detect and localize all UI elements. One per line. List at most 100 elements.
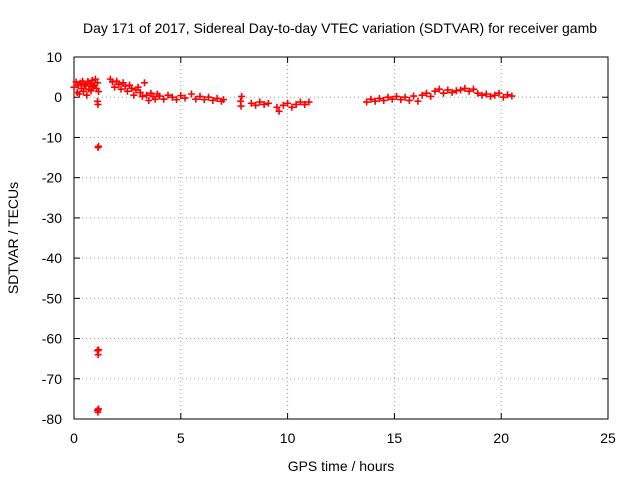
- data-point: [187, 90, 195, 98]
- data-point: [164, 91, 172, 99]
- x-tick-label: 0: [70, 430, 78, 446]
- data-point: [305, 98, 313, 106]
- data-point: [363, 98, 371, 106]
- data-point: [181, 94, 189, 102]
- data-point: [145, 96, 153, 104]
- data-point: [504, 91, 512, 99]
- data-point: [457, 86, 465, 94]
- data-point: [487, 92, 495, 100]
- data-point: [284, 99, 292, 107]
- data-point: [482, 90, 490, 98]
- data-point: [95, 405, 103, 413]
- data-point: [91, 75, 99, 83]
- y-tick-label: 10: [46, 49, 62, 65]
- data-point: [95, 346, 103, 354]
- data-point: [452, 87, 460, 95]
- data-point: [371, 97, 379, 105]
- x-tick-label: 10: [280, 430, 296, 446]
- data-point: [260, 100, 268, 108]
- data-point: [397, 96, 405, 104]
- y-tick-label: -40: [42, 250, 62, 266]
- data-point: [136, 88, 144, 96]
- data-point: [252, 101, 260, 109]
- x-tick-label: 15: [387, 430, 403, 446]
- axis-ticks: [73, 56, 609, 420]
- y-tick-label: -30: [42, 210, 62, 226]
- data-point: [173, 96, 181, 104]
- data-point: [478, 91, 486, 99]
- data-point: [192, 95, 200, 103]
- data-point: [177, 92, 185, 100]
- x-tick-label: 5: [177, 430, 185, 446]
- data-point: [95, 142, 103, 150]
- data-point: [288, 103, 296, 111]
- data-point: [93, 79, 101, 87]
- data-point: [151, 95, 159, 103]
- x-axis-title: GPS time / hours: [288, 458, 395, 474]
- data-point: [134, 83, 142, 91]
- data-point: [427, 92, 435, 100]
- data-point: [111, 83, 119, 91]
- x-tick-labels: 0 5 10 15 20 25: [70, 430, 616, 446]
- data-point: [448, 88, 456, 96]
- data-point: [435, 85, 443, 93]
- data-point: [422, 89, 430, 97]
- y-tick-label: -70: [42, 371, 62, 387]
- data-point: [296, 98, 304, 106]
- data-point: [401, 93, 409, 101]
- data-point: [508, 92, 516, 100]
- data-point: [393, 92, 401, 100]
- data-point: [461, 84, 469, 92]
- data-point: [405, 96, 413, 104]
- data-point: [465, 87, 473, 95]
- data-point: [431, 87, 439, 95]
- data-point: [140, 79, 148, 87]
- data-point: [117, 85, 125, 93]
- data-point: [160, 95, 168, 103]
- data-point: [410, 92, 418, 100]
- y-tick-label: -50: [42, 290, 62, 306]
- data-point: [247, 99, 255, 107]
- data-point: [273, 103, 281, 111]
- data-point: [108, 78, 116, 86]
- plot-frame: [73, 56, 609, 420]
- chart-title: Day 171 of 2017, Sidereal Day-to-day VTE…: [83, 20, 597, 36]
- y-tick-label: -20: [42, 170, 62, 186]
- data-point: [384, 93, 392, 101]
- data-point: [388, 95, 396, 103]
- data-point: [444, 86, 452, 94]
- data-point: [275, 107, 283, 115]
- data-point: [440, 89, 448, 97]
- x-tick-label: 25: [600, 430, 616, 446]
- data-point: [83, 91, 91, 99]
- data-point: [238, 92, 246, 100]
- data-point: [155, 92, 163, 100]
- data-point: [418, 91, 426, 99]
- data-point: [237, 102, 245, 110]
- data-point: [213, 94, 221, 102]
- data-point: [380, 96, 388, 104]
- data-point: [499, 93, 507, 101]
- data-point: [196, 92, 204, 100]
- data-point: [80, 87, 88, 95]
- data-point: [75, 90, 83, 98]
- data-point: [70, 83, 78, 91]
- data-point: [495, 89, 503, 97]
- y-tick-label: -80: [42, 411, 62, 427]
- data-point: [414, 97, 422, 105]
- data-point: [469, 85, 477, 93]
- data-point: [279, 101, 287, 109]
- y-tick-label: 0: [54, 89, 62, 105]
- data-point: [256, 98, 264, 106]
- data-point: [82, 82, 90, 90]
- data-point: [200, 96, 208, 104]
- data-point: [87, 87, 95, 95]
- data-point: [301, 100, 309, 108]
- data-point: [123, 87, 131, 95]
- y-tick-label: -10: [42, 129, 62, 145]
- data-point: [128, 84, 136, 92]
- data-point: [209, 96, 217, 104]
- data-point: [220, 96, 228, 104]
- data-point: [168, 93, 176, 101]
